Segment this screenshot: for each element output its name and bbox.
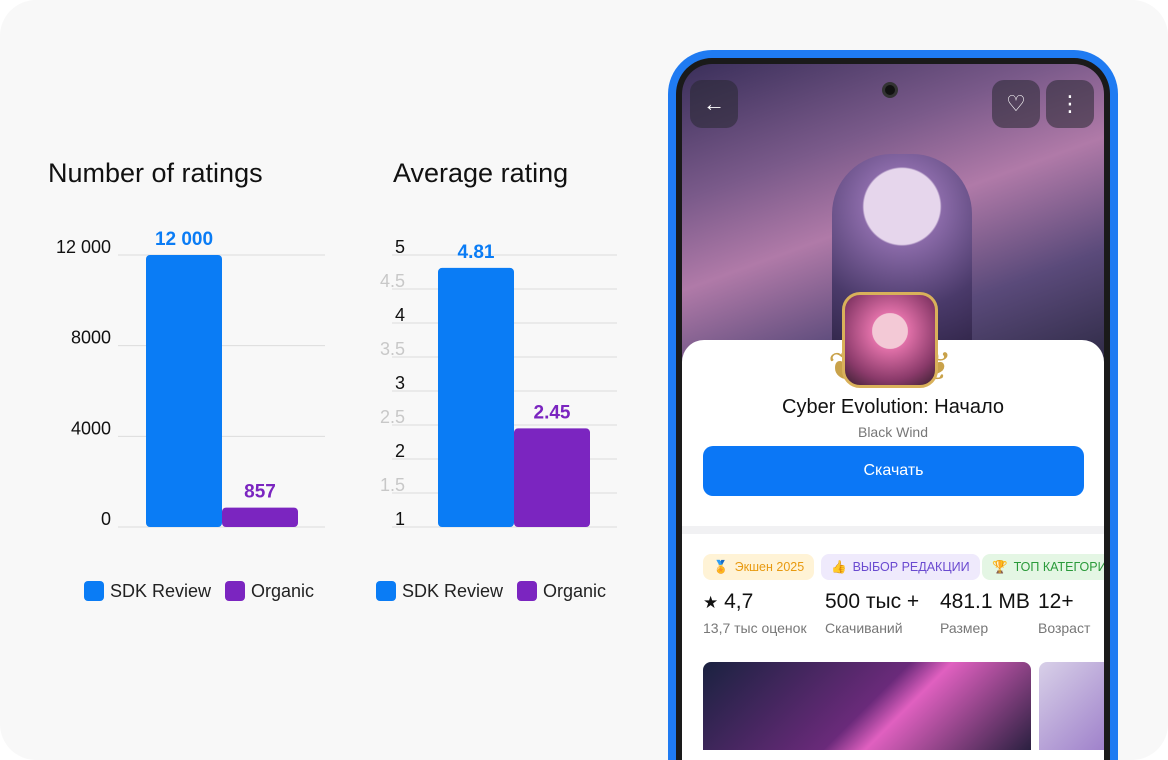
bar-sdk-review (438, 267, 514, 527)
chip-top-category[interactable]: 🏆 ТОП КАТЕГОРИ (982, 554, 1104, 580)
y-tick-label: 2 (395, 441, 405, 461)
chart-title: Number of ratings (48, 158, 263, 188)
back-icon: ← (703, 91, 725, 116)
y-tick-label: 12 000 (56, 237, 111, 257)
bar-organic (514, 428, 590, 527)
app-icon (842, 292, 938, 388)
legend: SDK Review Organic (84, 581, 314, 602)
screenshot[interactable] (703, 662, 1031, 750)
y-tick-label: 2.5 (380, 407, 405, 427)
trophy-icon: 🏆 (992, 559, 1008, 574)
y-tick-label: 1 (395, 509, 405, 529)
developer-name[interactable]: Black Wind (857, 424, 929, 440)
y-tick-label: 1.5 (380, 475, 405, 495)
stat-age: 12+ Возраст (1038, 590, 1091, 636)
download-button[interactable]: Скачать (703, 446, 1084, 496)
data-label: 12 000 (155, 229, 213, 250)
stat-rating: ★ 4,7 13,7 тыс оценок (703, 590, 807, 636)
stat-size: 481.1 MB Размер (940, 590, 1030, 636)
phone-screen: ← ♡ ⋮ ❦❦ Cyber Evolution: Начало Black W… (676, 58, 1110, 760)
average-rating-chart: 1 1.5 2 2.5 3 3.5 4 4.5 5 4.81 2.45 (380, 237, 617, 529)
legend: SDK Review Organic (376, 581, 606, 602)
legend-item-organic: Organic (517, 581, 606, 602)
ratings-count-chart: 0 4000 8000 12 000 12 000 857 (56, 229, 325, 529)
stat-downloads: 500 тыс + Скачиваний (825, 590, 920, 636)
y-tick-label: 4 (395, 305, 405, 325)
y-tick-label: 4000 (71, 418, 111, 438)
y-tick-label: 8000 (71, 328, 111, 348)
heart-icon: ♡ (1006, 91, 1026, 116)
legend-item-sdk: SDK Review (84, 581, 211, 602)
y-tick-label: 0 (101, 509, 111, 529)
y-tick-label: 3.5 (380, 339, 405, 359)
back-button[interactable]: ← (690, 80, 738, 128)
y-tick-label: 3 (395, 373, 405, 393)
data-label: 857 (244, 482, 276, 503)
chart-title: Average rating (393, 158, 569, 188)
y-tick-label: 5 (395, 237, 405, 257)
legend-item-organic: Organic (225, 581, 314, 602)
chip-editors-choice[interactable]: 👍 ВЫБОР РЕДАКЦИИ (821, 554, 980, 580)
bar-sdk-review (146, 255, 222, 527)
game-title: Cyber Evolution: Начало (782, 396, 1004, 418)
more-button[interactable]: ⋮ (1046, 80, 1094, 128)
medal-icon: 🏅 (713, 559, 729, 574)
data-label: 2.45 (534, 402, 571, 423)
favorite-button[interactable]: ♡ (992, 80, 1040, 128)
chip-genre[interactable]: 🏅 Экшен 2025 (703, 554, 815, 580)
camera (882, 82, 898, 98)
screenshot[interactable] (1039, 662, 1104, 750)
thumbs-up-icon: 👍 (831, 559, 847, 574)
data-label: 4.81 (458, 242, 495, 263)
phone-mockup: ← ♡ ⋮ ❦❦ Cyber Evolution: Начало Black W… (668, 50, 1118, 760)
y-tick-label: 4.5 (380, 271, 405, 291)
star-icon: ★ (703, 593, 719, 612)
bar-organic (222, 507, 298, 527)
details-section: 🏅 Экшен 2025 👍 ВЫБОР РЕДАКЦИИ 🏆 ТОП КАТЕГОР… (682, 526, 1104, 760)
more-icon: ⋮ (1059, 91, 1081, 116)
legend-item-sdk: SDK Review (376, 581, 503, 602)
